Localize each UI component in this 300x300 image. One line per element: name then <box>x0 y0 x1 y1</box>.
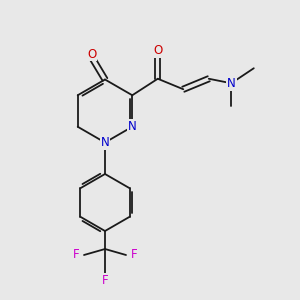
Text: F: F <box>73 248 80 262</box>
Text: O: O <box>87 47 96 61</box>
Text: O: O <box>153 44 162 57</box>
Text: N: N <box>227 77 236 90</box>
Text: N: N <box>100 136 109 149</box>
Text: F: F <box>102 274 108 287</box>
Text: N: N <box>128 120 137 133</box>
Text: F: F <box>130 248 137 262</box>
